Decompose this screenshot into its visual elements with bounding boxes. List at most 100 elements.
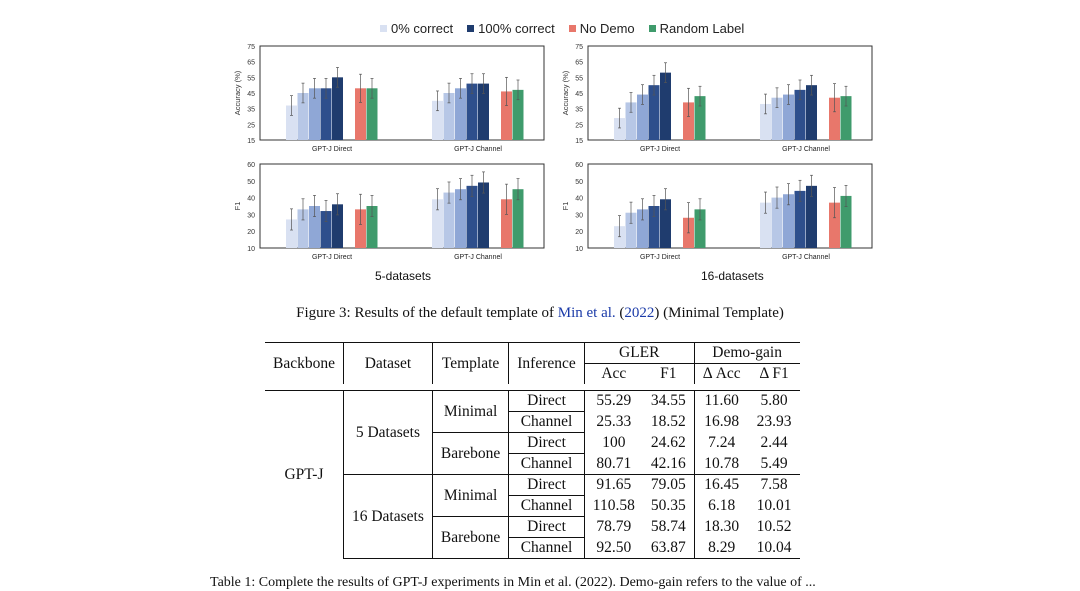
bar bbox=[806, 85, 817, 140]
bar bbox=[660, 199, 671, 248]
y-tick-label: 40 bbox=[575, 196, 583, 203]
acc-cell: 110.58 bbox=[592, 497, 635, 514]
y-tick-label: 10 bbox=[247, 246, 255, 253]
bar bbox=[794, 89, 806, 140]
x-category-label: GPT-J Direct bbox=[640, 146, 680, 153]
inference-cell: Direct bbox=[508, 474, 585, 496]
delta-acc-cell: 7.24 bbox=[708, 434, 736, 451]
delta-acc-cell: 10.78 bbox=[694, 453, 749, 475]
y-tick-label: 75 bbox=[575, 44, 583, 51]
y-tick-label: 60 bbox=[575, 162, 583, 169]
bar bbox=[432, 100, 443, 140]
bar bbox=[320, 88, 332, 140]
delta-f1-cell: 5.49 bbox=[748, 453, 800, 475]
y-tick-label: 50 bbox=[247, 179, 255, 186]
bar bbox=[840, 195, 852, 248]
table-caption: Table 1: Complete the results of GPT-J e… bbox=[210, 575, 816, 590]
bar bbox=[432, 199, 443, 248]
acc-cell: 91.65 bbox=[596, 476, 632, 494]
y-tick-label: 35 bbox=[247, 107, 255, 114]
header-dataset: Dataset bbox=[343, 342, 433, 384]
bar bbox=[478, 182, 489, 248]
legend-item-random: Random Label bbox=[648, 20, 745, 36]
delta-acc-cell: 16.45 bbox=[704, 476, 740, 494]
bar bbox=[366, 88, 378, 140]
bar bbox=[625, 102, 637, 140]
y-tick-label: 25 bbox=[575, 122, 583, 129]
bar bbox=[771, 97, 783, 140]
f1-cell: 79.05 bbox=[642, 474, 695, 496]
bar bbox=[760, 103, 771, 140]
acc-cell: 25.33 bbox=[596, 413, 632, 430]
template-cell: Minimal bbox=[432, 390, 510, 433]
y-tick-label: 65 bbox=[575, 60, 583, 67]
header-backbone: Backbone bbox=[265, 342, 344, 384]
bar bbox=[794, 190, 806, 248]
y-tick-label: 55 bbox=[575, 75, 583, 82]
delta-acc-cell: 16.98 bbox=[704, 413, 740, 430]
caption-text: Figure 3: Results of the default templat… bbox=[296, 305, 558, 321]
y-tick-label: 15 bbox=[247, 138, 255, 145]
chart-16-datasets-accuracy: 15 25 35 45 55 65 75 Accuracy (%) GPT-J Direct GP… bbox=[561, 44, 873, 153]
x-category-label: GPT-J Direct bbox=[312, 254, 352, 261]
legend-label: No Demo bbox=[579, 20, 635, 36]
inference-cell: Channel bbox=[508, 537, 585, 559]
delta-acc-cell: 11.60 bbox=[704, 392, 739, 410]
inference-cell: Channel bbox=[508, 453, 585, 475]
bar bbox=[648, 85, 660, 140]
delta-f1-cell: 10.04 bbox=[748, 537, 800, 559]
y-axis-label: Accuracy (%) bbox=[233, 70, 242, 115]
bar bbox=[783, 194, 794, 248]
bar bbox=[840, 96, 852, 140]
bar bbox=[760, 202, 771, 248]
y-tick-label: 30 bbox=[575, 212, 583, 219]
bar bbox=[355, 88, 366, 140]
bar bbox=[297, 209, 309, 248]
acc-cell: 80.71 bbox=[584, 453, 643, 475]
template-cell: Barebone bbox=[432, 516, 510, 559]
bar bbox=[455, 88, 466, 140]
bar bbox=[286, 219, 297, 248]
delta-f1-cell: 5.80 bbox=[760, 392, 788, 410]
bar bbox=[806, 185, 817, 248]
citation-year-link[interactable]: 2022 bbox=[624, 305, 655, 321]
bar bbox=[783, 94, 794, 140]
f1-cell: 18.52 bbox=[642, 411, 695, 433]
acc-cell: 78.79 bbox=[596, 518, 632, 535]
delta-acc-cell: 8.29 bbox=[694, 537, 749, 559]
bar bbox=[478, 83, 489, 140]
bar bbox=[443, 192, 455, 248]
legend-label: 100% correct bbox=[478, 20, 555, 36]
header-template: Template bbox=[432, 342, 510, 384]
f1-cell: 42.16 bbox=[642, 453, 695, 475]
bar bbox=[366, 206, 378, 248]
header-f1: F1 bbox=[642, 363, 695, 384]
y-tick-label: 45 bbox=[575, 91, 583, 98]
y-tick-label: 15 bbox=[575, 138, 583, 145]
bar bbox=[614, 118, 625, 140]
bar bbox=[286, 105, 297, 140]
acc-cell: 55.29 bbox=[596, 392, 632, 410]
bar bbox=[332, 77, 343, 140]
y-tick-label: 40 bbox=[247, 196, 255, 203]
header-demogain: Demo-gain bbox=[694, 342, 800, 364]
delta-acc-cell: 18.30 bbox=[704, 518, 740, 535]
y-tick-label: 20 bbox=[575, 229, 583, 236]
legend-label: Random Label bbox=[659, 20, 745, 36]
header-delta-f1: Δ F1 bbox=[748, 363, 800, 384]
bar bbox=[320, 211, 332, 248]
template-cell: Minimal bbox=[432, 474, 510, 517]
inference-cell: Direct bbox=[508, 432, 585, 454]
legend-item-nodemo: No Demo bbox=[568, 20, 635, 36]
bar bbox=[694, 96, 706, 140]
y-tick-label: 10 bbox=[575, 246, 583, 253]
chart-16-datasets-f1: 10 20 30 40 50 60 F1 GPT-J Direct GPT-J Channel bbox=[561, 162, 873, 261]
inference-cell: Channel bbox=[508, 411, 585, 433]
legend-swatch bbox=[648, 24, 656, 32]
citation-link[interactable]: Min et al. bbox=[557, 305, 616, 321]
f1-cell: 63.87 bbox=[642, 537, 695, 559]
y-tick-label: 50 bbox=[575, 179, 583, 186]
bar bbox=[637, 209, 648, 248]
bar bbox=[355, 209, 366, 248]
caption-text: ) (Minimal Template) bbox=[654, 305, 784, 321]
